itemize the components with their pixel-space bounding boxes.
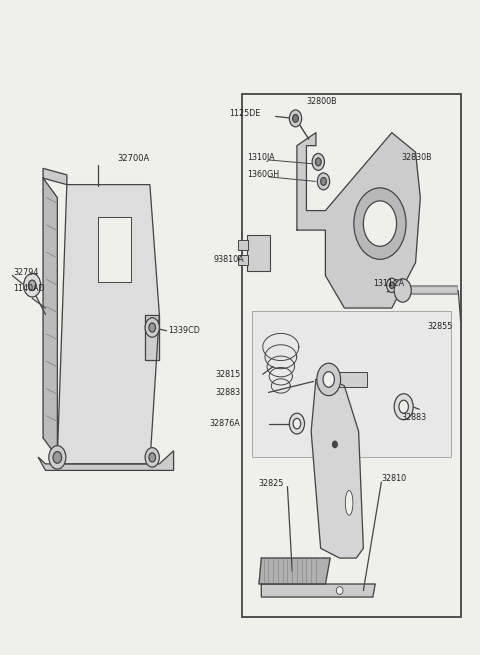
Circle shape (394, 394, 413, 420)
Circle shape (389, 282, 394, 289)
Circle shape (293, 419, 301, 429)
Circle shape (289, 110, 301, 127)
Circle shape (145, 318, 159, 337)
Text: 32830B: 32830B (401, 153, 432, 162)
Bar (238, 240, 248, 250)
Circle shape (333, 441, 337, 447)
Polygon shape (57, 185, 159, 464)
Text: 32876A: 32876A (209, 419, 240, 428)
Ellipse shape (345, 491, 353, 515)
Text: 32815: 32815 (216, 370, 241, 379)
Circle shape (394, 279, 411, 302)
Text: 32794: 32794 (13, 268, 38, 277)
Circle shape (24, 274, 41, 297)
Text: 32883: 32883 (216, 388, 241, 397)
Circle shape (49, 445, 66, 469)
Bar (242, 94, 461, 616)
Bar (247, 235, 270, 271)
Circle shape (317, 364, 341, 396)
Circle shape (317, 173, 330, 190)
Text: 32810: 32810 (382, 474, 407, 483)
Polygon shape (145, 314, 159, 360)
Text: 32700A: 32700A (117, 154, 149, 163)
Circle shape (315, 158, 321, 166)
Bar (97, 217, 131, 282)
Circle shape (289, 413, 304, 434)
Polygon shape (252, 311, 451, 457)
Bar (329, 371, 367, 387)
Circle shape (386, 278, 397, 292)
Circle shape (363, 201, 396, 246)
Circle shape (321, 178, 326, 185)
Circle shape (312, 153, 324, 170)
Text: 32883: 32883 (401, 413, 426, 422)
Text: 32800B: 32800B (306, 97, 337, 106)
Polygon shape (261, 584, 375, 597)
Circle shape (149, 323, 156, 332)
Text: 1311CA: 1311CA (373, 279, 404, 288)
Text: 1125DE: 1125DE (229, 109, 261, 118)
Text: 93810A: 93810A (213, 255, 244, 264)
Circle shape (399, 400, 408, 413)
Polygon shape (43, 168, 67, 185)
Circle shape (145, 447, 159, 467)
Text: 32825: 32825 (258, 479, 284, 488)
Circle shape (323, 371, 335, 387)
Circle shape (293, 115, 299, 122)
Polygon shape (38, 451, 174, 470)
Circle shape (149, 453, 156, 462)
Bar (238, 255, 248, 265)
Text: 1339CD: 1339CD (168, 326, 200, 335)
Circle shape (354, 188, 406, 259)
Text: 1140AD: 1140AD (13, 284, 45, 293)
Text: 32855: 32855 (427, 322, 453, 331)
Circle shape (53, 451, 61, 463)
Polygon shape (43, 178, 57, 457)
Polygon shape (297, 133, 420, 308)
Text: 1310JA: 1310JA (248, 153, 275, 162)
Text: 1360GH: 1360GH (248, 170, 280, 179)
Ellipse shape (336, 587, 343, 595)
Polygon shape (259, 558, 330, 584)
Polygon shape (311, 376, 363, 558)
Circle shape (28, 280, 36, 290)
